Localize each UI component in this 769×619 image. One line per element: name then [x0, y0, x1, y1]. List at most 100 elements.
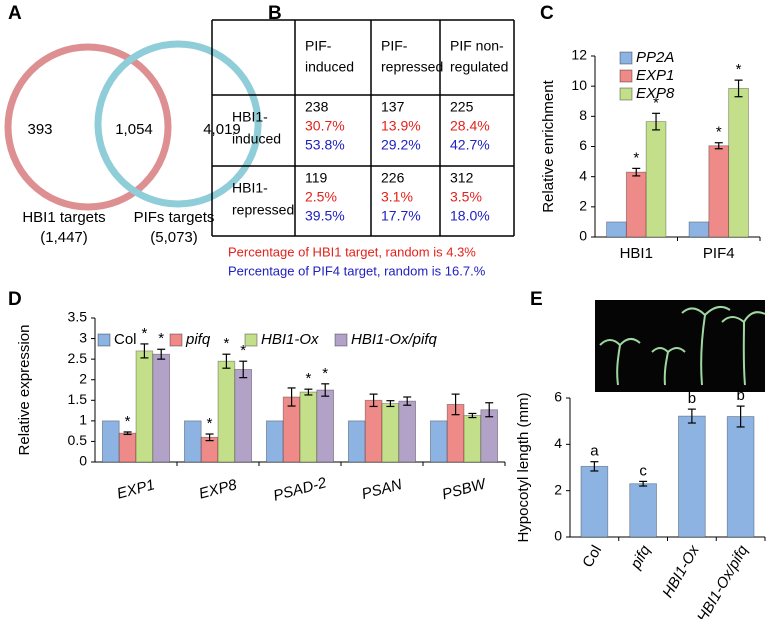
- bar: [728, 88, 749, 238]
- bar: [381, 403, 400, 463]
- bar: [183, 420, 202, 463]
- significance-label: a: [590, 443, 599, 460]
- cell-text: 238: [305, 99, 329, 115]
- significance-label: *: [240, 342, 246, 359]
- significance-label: b: [736, 387, 744, 404]
- significance-label: *: [736, 61, 742, 78]
- y-tick-label: 12: [571, 47, 587, 63]
- bar: [118, 432, 137, 463]
- bar: [726, 416, 755, 538]
- significance-label: *: [633, 149, 639, 166]
- column-header: PIF-: [381, 38, 408, 54]
- legend-swatch: [97, 333, 111, 347]
- bar: [645, 121, 667, 238]
- significance-label: *: [125, 413, 131, 430]
- legend-swatch: [619, 51, 633, 65]
- bar: [398, 400, 417, 463]
- bar: [429, 420, 448, 463]
- bar: [101, 420, 120, 463]
- y-tick-label: 2.5: [68, 350, 88, 366]
- x-tick-label: Col: [579, 542, 605, 570]
- row-header: HBI1-: [232, 180, 268, 196]
- y-axis-label: Relative expression: [16, 325, 33, 456]
- y-tick-label: 4: [554, 435, 562, 451]
- legend-swatch: [619, 87, 633, 101]
- y-tick-label: 2: [579, 198, 587, 214]
- cell-text: 29.2%: [381, 137, 421, 153]
- bar: [678, 415, 706, 538]
- y-tick-label: 0: [79, 453, 87, 469]
- y-tick-label: 6: [579, 137, 587, 153]
- column-header: PIF-: [305, 38, 332, 54]
- significance-label: *: [322, 365, 328, 382]
- bar: [217, 360, 236, 463]
- y-axis-label: Relative enrichment: [540, 79, 557, 212]
- set-total: (5,073): [150, 229, 198, 246]
- y-tick-label: 10: [571, 77, 587, 93]
- x-tick-label: PSBW: [440, 475, 489, 503]
- bar: [234, 369, 253, 463]
- x-tick-label: PSAN: [360, 476, 404, 503]
- set-name: PIFs targets: [134, 209, 215, 226]
- bar: [625, 171, 647, 238]
- significance-label: b: [688, 390, 696, 407]
- cell-text: 3.5%: [450, 189, 482, 205]
- bar: [364, 399, 383, 463]
- table-note: Percentage of PIF4 target, random is 16.…: [228, 263, 486, 278]
- cell-text: 17.7%: [381, 208, 421, 224]
- x-tick-label: pifq: [627, 542, 655, 573]
- cell-text: 226: [381, 170, 405, 186]
- panel-label: C: [540, 3, 554, 24]
- bar: [316, 389, 335, 463]
- cell-text: 3.1%: [381, 189, 413, 205]
- legend-label: HBI1-Ox: [261, 331, 319, 348]
- y-tick-label: 1.5: [68, 391, 88, 407]
- legend-label: pifq: [185, 331, 211, 348]
- x-tick-label: HBI1: [620, 245, 653, 262]
- row-header: induced: [232, 131, 281, 147]
- cell-text: 42.7%: [450, 137, 490, 153]
- panel-label: B: [268, 3, 282, 24]
- legend-label: HBI1-Ox/pifq: [351, 331, 438, 348]
- y-tick-label: 0: [579, 228, 587, 244]
- x-tick-label: EXP1: [115, 476, 156, 502]
- set-total: (1,447): [40, 229, 88, 246]
- bar: [688, 221, 710, 238]
- cell-text: 30.7%: [305, 118, 345, 134]
- cell-text: 28.4%: [450, 118, 490, 134]
- cell-text: 39.5%: [305, 208, 345, 224]
- x-tick-label: HBI1-Ox/pifq: [694, 542, 752, 619]
- cell-text: 13.9%: [381, 118, 421, 134]
- significance-label: *: [207, 415, 213, 432]
- venn-circle: [94, 40, 262, 208]
- x-tick-label: PIF4: [703, 245, 735, 262]
- legend-swatch: [244, 333, 258, 347]
- panel-label: E: [530, 289, 543, 310]
- panel-label: A: [8, 3, 22, 24]
- legend-swatch: [169, 333, 183, 347]
- column-header: regulated: [450, 59, 508, 75]
- cell-text: 312: [450, 170, 474, 186]
- significance-label: c: [639, 462, 647, 479]
- bar: [152, 353, 171, 463]
- region-count: 1,054: [115, 121, 153, 138]
- seedling-photo: [595, 300, 765, 392]
- legend-swatch: [334, 333, 348, 347]
- y-axis-label: Hypocotyl length (mm): [515, 392, 532, 542]
- significance-label: *: [223, 335, 229, 352]
- column-header: induced: [305, 59, 354, 75]
- y-tick-label: 2: [79, 370, 87, 386]
- significance-label: *: [305, 370, 311, 387]
- cell-text: 119: [305, 170, 328, 186]
- seedlings: [599, 305, 766, 386]
- row-header: repressed: [232, 202, 294, 218]
- bar: [299, 391, 318, 463]
- cell-text: 225: [450, 99, 474, 115]
- significance-label: *: [158, 330, 164, 347]
- bar: [463, 415, 482, 463]
- y-tick-label: 6: [554, 389, 562, 405]
- bar: [480, 409, 499, 463]
- significance-label: *: [653, 94, 659, 111]
